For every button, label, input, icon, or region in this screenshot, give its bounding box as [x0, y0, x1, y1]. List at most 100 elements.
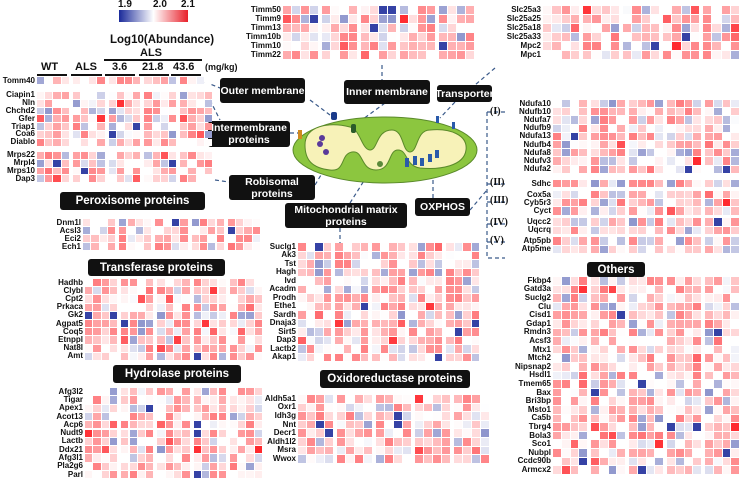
heatmap-cell	[693, 237, 701, 245]
heatmap-cell	[165, 421, 173, 429]
gene-label: Slc25a3	[511, 5, 541, 14]
gene-label: Pla2g6	[57, 461, 83, 471]
heatmap-cell	[655, 157, 663, 165]
heatmap-cell	[637, 328, 646, 337]
heatmap-cell	[121, 287, 129, 295]
heatmap-cell	[246, 328, 254, 336]
heatmap-cell	[227, 227, 236, 234]
heatmap-cell	[133, 175, 141, 183]
heatmap-cell	[109, 412, 118, 421]
heatmap-cell	[125, 138, 133, 146]
heatmap-cell	[163, 243, 171, 250]
heatmap-cell	[101, 320, 109, 328]
heatmap-cell	[229, 279, 238, 287]
heatmap-cell	[146, 279, 154, 287]
heatmap-cell	[379, 6, 387, 14]
heatmap-cell	[196, 131, 204, 138]
heatmap-cell	[675, 285, 684, 294]
heatmap-cell	[101, 404, 109, 412]
heatmap-cell	[121, 412, 129, 421]
heatmap-cell	[119, 219, 127, 226]
heatmap-cell	[107, 235, 116, 242]
heatmap-cell	[693, 302, 701, 311]
heatmap-cell	[174, 320, 182, 328]
gene-label: Mrps22	[6, 150, 35, 160]
heatmap-cell	[180, 175, 188, 183]
heatmap-cell	[591, 191, 599, 199]
heatmap-cell	[107, 219, 116, 226]
heatmap-cell	[684, 277, 693, 285]
heatmap-cell	[201, 287, 210, 295]
heatmap-cell	[623, 24, 632, 32]
heatmap-cell	[705, 449, 713, 457]
heatmap-cell	[246, 396, 254, 404]
heatmap-cell	[684, 311, 693, 319]
heatmap-cell	[553, 354, 561, 362]
heatmap-cell	[229, 429, 238, 437]
heatmap-cell	[667, 237, 675, 245]
heatmap-cell	[229, 320, 238, 328]
heatmap-cell	[380, 260, 388, 268]
heatmap-cell	[681, 33, 690, 41]
heatmap-cell	[417, 294, 425, 302]
heatmap-cell	[389, 353, 397, 361]
heatmap-cell	[579, 191, 587, 199]
heatmap-cell	[129, 454, 137, 462]
heatmap-cell	[182, 352, 190, 360]
heatmap-cell	[608, 320, 617, 328]
heatmap-cell	[731, 237, 739, 245]
heatmap-cell	[705, 108, 713, 116]
heatmap-cell	[667, 100, 675, 108]
heatmap-cell	[193, 287, 201, 295]
heatmap-cell	[629, 277, 637, 285]
heatmap-cell	[417, 302, 425, 310]
heatmap-cell	[91, 219, 99, 226]
heatmap-cell	[457, 24, 465, 32]
heatmap-cell	[335, 285, 343, 293]
heatmap-cell	[121, 454, 129, 462]
heatmap-cell	[93, 471, 101, 479]
heatmap-cell	[454, 328, 462, 336]
heatmap-cell	[201, 437, 210, 446]
heatmap-cell	[591, 245, 599, 253]
heatmap-cell	[705, 100, 713, 108]
heatmap-cell	[315, 311, 323, 319]
heatmap-cell	[463, 429, 471, 437]
gene-label: Mtx1	[532, 344, 551, 354]
heatmap-cell	[646, 100, 655, 108]
heatmap-cell	[409, 345, 417, 353]
heatmap-cell	[684, 285, 693, 294]
heatmap-cell	[193, 454, 201, 462]
heatmap-cell	[409, 15, 417, 23]
heatmap-cell	[693, 320, 701, 328]
heatmap-cell	[561, 191, 570, 199]
heatmap-cell	[109, 320, 118, 328]
heatmap-cell	[454, 353, 462, 361]
heatmap-cell	[61, 138, 69, 146]
heatmap-cell	[552, 51, 561, 59]
heatmap-cell	[705, 124, 713, 132]
heatmap-cell	[244, 227, 252, 234]
heatmap-cell	[427, 6, 435, 14]
heatmap-cell	[591, 371, 599, 380]
heatmap-cell	[617, 108, 625, 116]
heatmap-cell	[238, 279, 246, 287]
heatmap-cell	[722, 277, 731, 285]
heatmap-cell	[157, 279, 165, 287]
heatmap-cell	[592, 42, 601, 50]
heatmap-cell	[97, 107, 105, 115]
heatmap-cell	[730, 42, 739, 50]
heatmap-cell	[125, 123, 133, 130]
heatmap-cell	[298, 302, 306, 310]
heatmap-cell	[315, 302, 323, 310]
heatmap-cell	[335, 345, 343, 353]
heatmap-cell	[315, 251, 323, 259]
heatmap-cell	[352, 243, 360, 251]
heatmap-cell	[53, 138, 61, 146]
heatmap-cell	[174, 404, 182, 412]
heatmap-cell	[144, 235, 152, 242]
heatmap-cell	[629, 311, 637, 319]
heatmap-cell	[246, 311, 254, 319]
heatmap-cell	[608, 100, 617, 108]
heatmap-cell	[667, 141, 675, 149]
